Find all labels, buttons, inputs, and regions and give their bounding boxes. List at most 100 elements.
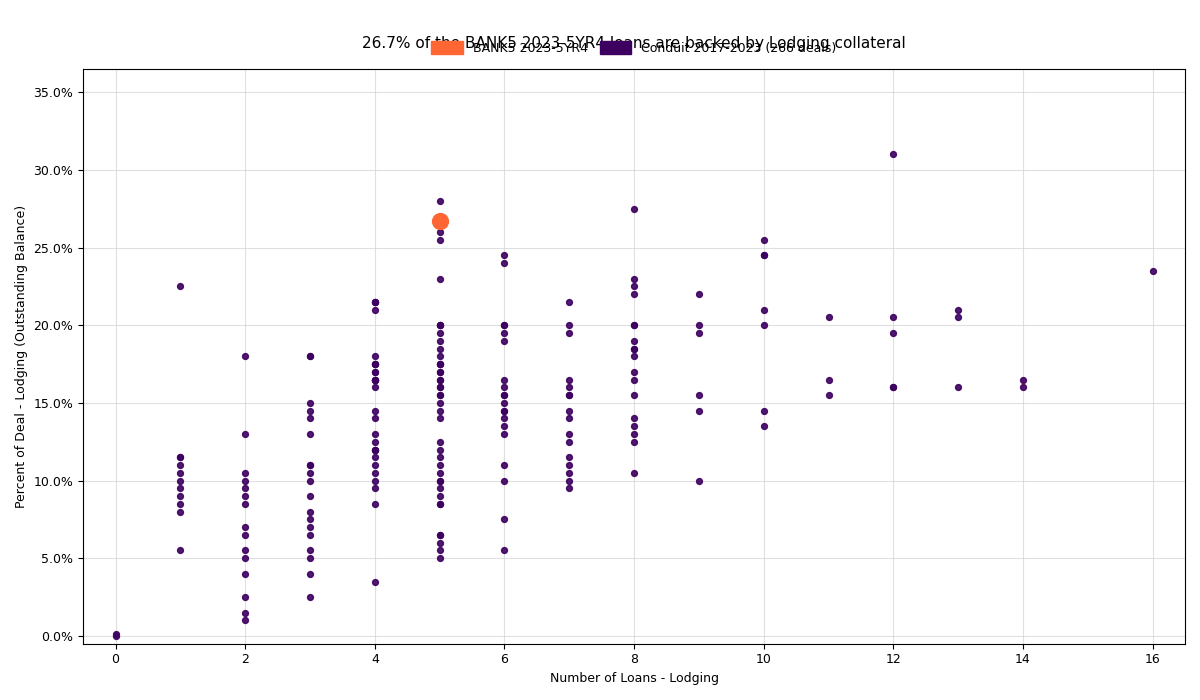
- Point: [235, 475, 254, 486]
- Point: [430, 475, 449, 486]
- Point: [430, 273, 449, 284]
- Point: [170, 475, 190, 486]
- Point: [430, 452, 449, 463]
- Point: [948, 304, 967, 315]
- Point: [235, 545, 254, 556]
- Point: [365, 304, 384, 315]
- Point: [624, 436, 643, 447]
- Point: [300, 467, 319, 478]
- Point: [624, 413, 643, 424]
- Point: [430, 358, 449, 370]
- Point: [624, 389, 643, 400]
- Point: [365, 296, 384, 307]
- Point: [624, 320, 643, 331]
- Point: [430, 374, 449, 385]
- Point: [365, 413, 384, 424]
- Point: [430, 382, 449, 393]
- Point: [494, 389, 514, 400]
- Point: [689, 328, 708, 339]
- Point: [300, 351, 319, 362]
- Point: [624, 421, 643, 432]
- Point: [559, 320, 578, 331]
- Point: [365, 351, 384, 362]
- Point: [430, 358, 449, 370]
- Title: 26.7% of the BANK5 2023-5YR4 loans are backed by Lodging collateral: 26.7% of the BANK5 2023-5YR4 loans are b…: [362, 36, 906, 51]
- Point: [430, 545, 449, 556]
- Point: [624, 351, 643, 362]
- Point: [365, 366, 384, 377]
- Point: [430, 537, 449, 548]
- Point: [494, 250, 514, 261]
- Point: [494, 475, 514, 486]
- Point: [948, 382, 967, 393]
- Point: [235, 467, 254, 478]
- Point: [365, 358, 384, 370]
- Point: [235, 529, 254, 540]
- Point: [430, 467, 449, 478]
- Point: [300, 545, 319, 556]
- Point: [365, 358, 384, 370]
- Point: [624, 374, 643, 385]
- Point: [170, 281, 190, 292]
- Point: [235, 522, 254, 533]
- Point: [559, 374, 578, 385]
- Point: [170, 545, 190, 556]
- Point: [883, 382, 902, 393]
- Point: [365, 382, 384, 393]
- Point: [624, 366, 643, 377]
- Point: [624, 320, 643, 331]
- Point: [300, 413, 319, 424]
- Point: [559, 483, 578, 494]
- Point: [365, 296, 384, 307]
- Point: [559, 475, 578, 486]
- Point: [754, 250, 773, 261]
- Point: [430, 234, 449, 245]
- Point: [235, 498, 254, 510]
- Point: [365, 428, 384, 440]
- Point: [818, 312, 838, 323]
- Y-axis label: Percent of Deal - Lodging (Outstanding Balance): Percent of Deal - Lodging (Outstanding B…: [16, 204, 28, 508]
- Point: [818, 374, 838, 385]
- Point: [430, 444, 449, 455]
- Point: [235, 491, 254, 502]
- Point: [365, 498, 384, 510]
- Point: [365, 296, 384, 307]
- Point: [494, 405, 514, 416]
- Point: [300, 405, 319, 416]
- Point: [300, 529, 319, 540]
- Point: [300, 522, 319, 533]
- Point: [430, 358, 449, 370]
- Point: [365, 452, 384, 463]
- Point: [365, 358, 384, 370]
- Point: [624, 428, 643, 440]
- Point: [430, 529, 449, 540]
- Point: [1013, 382, 1032, 393]
- Point: [624, 203, 643, 214]
- Point: [300, 398, 319, 409]
- Point: [365, 405, 384, 416]
- Point: [624, 281, 643, 292]
- Point: [494, 514, 514, 525]
- Point: [430, 320, 449, 331]
- Point: [365, 436, 384, 447]
- Point: [430, 374, 449, 385]
- Point: [494, 320, 514, 331]
- Point: [430, 382, 449, 393]
- Point: [170, 459, 190, 470]
- Point: [559, 328, 578, 339]
- Point: [494, 398, 514, 409]
- Point: [430, 405, 449, 416]
- Point: [430, 351, 449, 362]
- Point: [1013, 374, 1032, 385]
- Point: [170, 498, 190, 510]
- Point: [559, 405, 578, 416]
- Point: [494, 320, 514, 331]
- Point: [430, 459, 449, 470]
- Point: [365, 366, 384, 377]
- Point: [689, 288, 708, 300]
- Point: [430, 366, 449, 377]
- Point: [430, 328, 449, 339]
- Point: [365, 444, 384, 455]
- Point: [430, 320, 449, 331]
- X-axis label: Number of Loans - Lodging: Number of Loans - Lodging: [550, 672, 719, 685]
